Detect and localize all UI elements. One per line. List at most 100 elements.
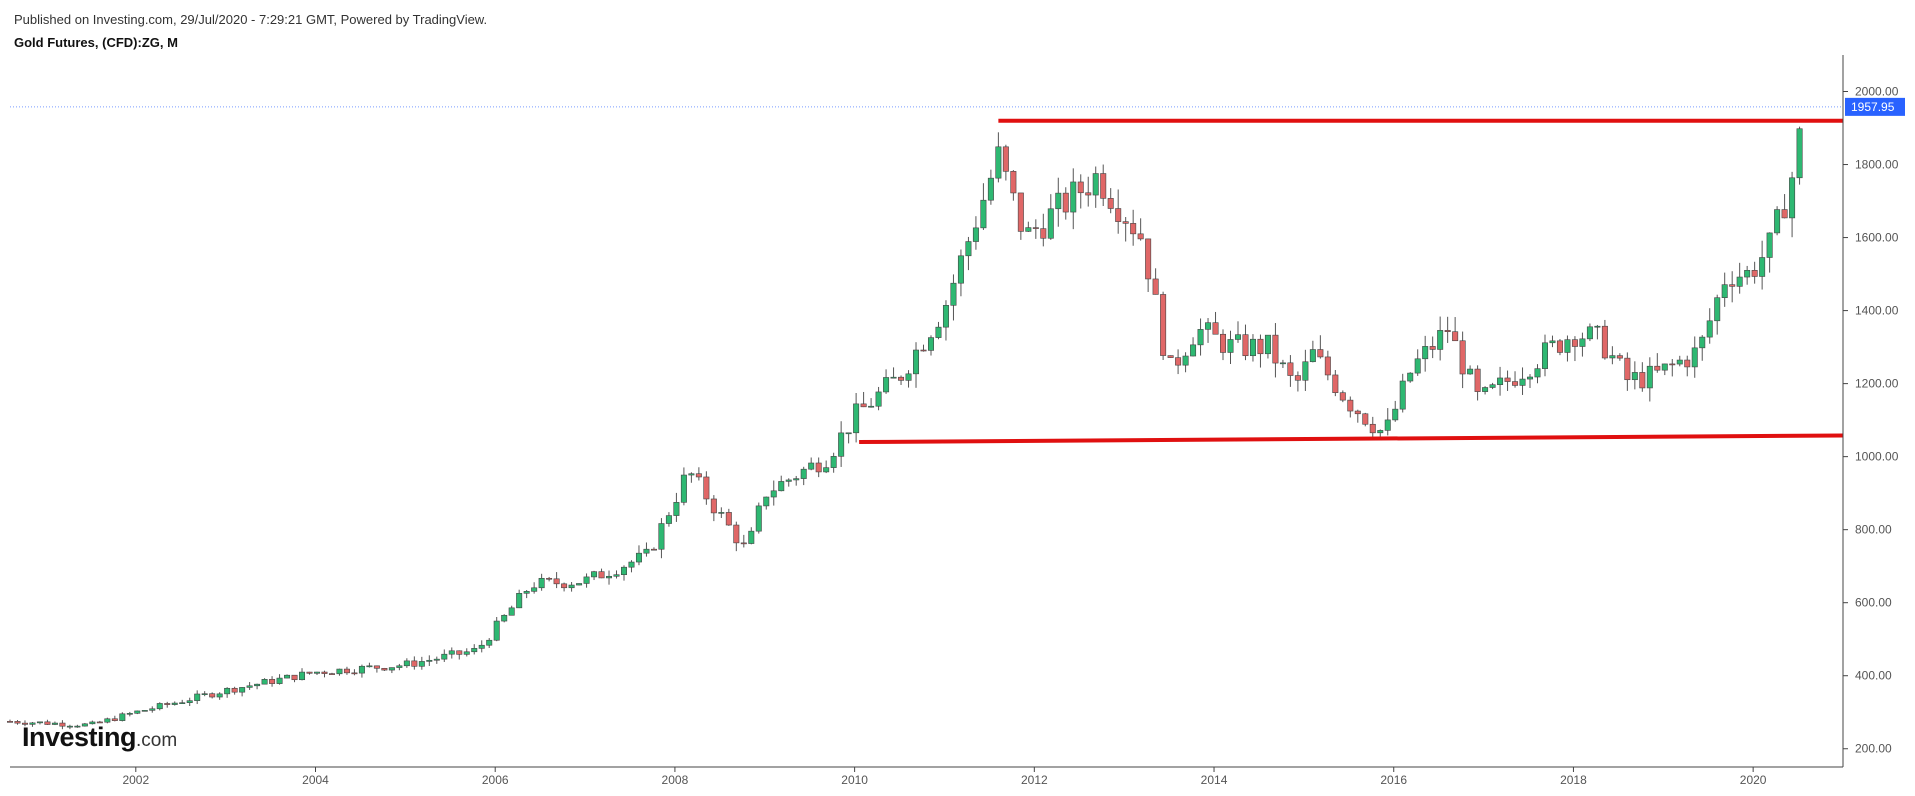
candle xyxy=(276,677,283,684)
candle xyxy=(1459,340,1466,375)
candle xyxy=(1220,333,1227,353)
candle xyxy=(1002,146,1009,172)
candle xyxy=(1107,198,1114,209)
candle xyxy=(635,552,642,563)
candle xyxy=(695,473,702,478)
candle xyxy=(1257,338,1264,355)
y-tick-label: 800.00 xyxy=(1855,523,1892,537)
candle xyxy=(1407,372,1414,382)
candle xyxy=(336,668,343,675)
candle xyxy=(568,584,575,589)
candle xyxy=(321,671,328,674)
candle xyxy=(1699,336,1706,349)
candle xyxy=(1040,228,1047,239)
candle xyxy=(1541,342,1548,369)
candle xyxy=(411,660,418,667)
candle xyxy=(516,593,523,609)
candle xyxy=(1661,363,1668,371)
candle xyxy=(1444,330,1451,333)
candle xyxy=(463,651,470,655)
candle xyxy=(868,405,875,408)
candle xyxy=(1070,181,1077,213)
candle xyxy=(800,468,807,479)
candle xyxy=(845,432,852,435)
candle xyxy=(531,587,538,592)
candle xyxy=(1182,355,1189,366)
candle xyxy=(246,685,253,688)
candle xyxy=(1631,372,1638,381)
candle xyxy=(1759,257,1766,277)
candle xyxy=(1512,381,1519,386)
candle xyxy=(1160,294,1167,356)
candle xyxy=(104,718,111,723)
candle xyxy=(523,591,530,594)
candle xyxy=(111,718,118,721)
candle xyxy=(1624,357,1631,381)
candle xyxy=(501,614,508,622)
candle xyxy=(643,548,650,554)
candle xyxy=(493,620,500,641)
candle xyxy=(1377,430,1384,434)
candle xyxy=(1616,355,1623,359)
candle xyxy=(343,668,350,674)
candle xyxy=(718,512,725,514)
candle xyxy=(351,672,358,675)
candle xyxy=(1137,233,1144,240)
candles-layer xyxy=(7,126,1803,730)
candle xyxy=(418,661,425,667)
candle xyxy=(426,659,433,662)
candle xyxy=(486,639,493,646)
candle xyxy=(965,241,972,257)
support-line[interactable] xyxy=(859,433,1844,445)
candle xyxy=(89,721,96,725)
candle xyxy=(239,687,246,693)
y-tick-label: 1200.00 xyxy=(1855,377,1899,391)
candle xyxy=(1339,392,1346,401)
candle xyxy=(1317,349,1324,358)
candle xyxy=(1264,334,1271,355)
candle xyxy=(838,432,845,457)
x-tick-label: 2002 xyxy=(122,773,149,787)
candle xyxy=(66,725,73,728)
trendlines-layer xyxy=(859,118,1844,445)
chart-title: Gold Futures, (CFD):ZG, M xyxy=(14,35,178,50)
candle xyxy=(186,700,193,703)
candle xyxy=(1714,297,1721,322)
candle xyxy=(1272,334,1279,364)
candle xyxy=(553,578,560,585)
candle xyxy=(620,566,627,575)
candle xyxy=(441,653,448,660)
candle xyxy=(1654,365,1661,371)
candle xyxy=(1571,339,1578,347)
candle xyxy=(995,146,1002,179)
candle xyxy=(1047,208,1054,239)
candle xyxy=(853,403,860,434)
candle xyxy=(1130,223,1137,235)
candle xyxy=(171,702,178,705)
candle xyxy=(1392,408,1399,421)
candle xyxy=(748,530,755,544)
candle xyxy=(1452,331,1459,342)
candle xyxy=(134,710,141,714)
candle xyxy=(1482,387,1489,392)
candle xyxy=(740,542,747,545)
candle xyxy=(1309,349,1316,363)
candle xyxy=(119,713,126,721)
candle xyxy=(179,702,186,704)
candle xyxy=(546,577,553,580)
candle xyxy=(261,679,268,685)
y-tick-label: 1800.00 xyxy=(1855,158,1899,172)
candle xyxy=(1190,344,1197,357)
candle xyxy=(1017,192,1024,232)
candle xyxy=(1497,377,1504,385)
candle xyxy=(703,476,710,500)
candle xyxy=(1684,359,1691,368)
x-tick-label: 2010 xyxy=(841,773,868,787)
candle xyxy=(508,607,515,616)
candle xyxy=(972,227,979,242)
candle xyxy=(898,376,905,381)
candle xyxy=(14,721,21,724)
candle xyxy=(576,583,583,586)
candle xyxy=(1032,227,1039,229)
